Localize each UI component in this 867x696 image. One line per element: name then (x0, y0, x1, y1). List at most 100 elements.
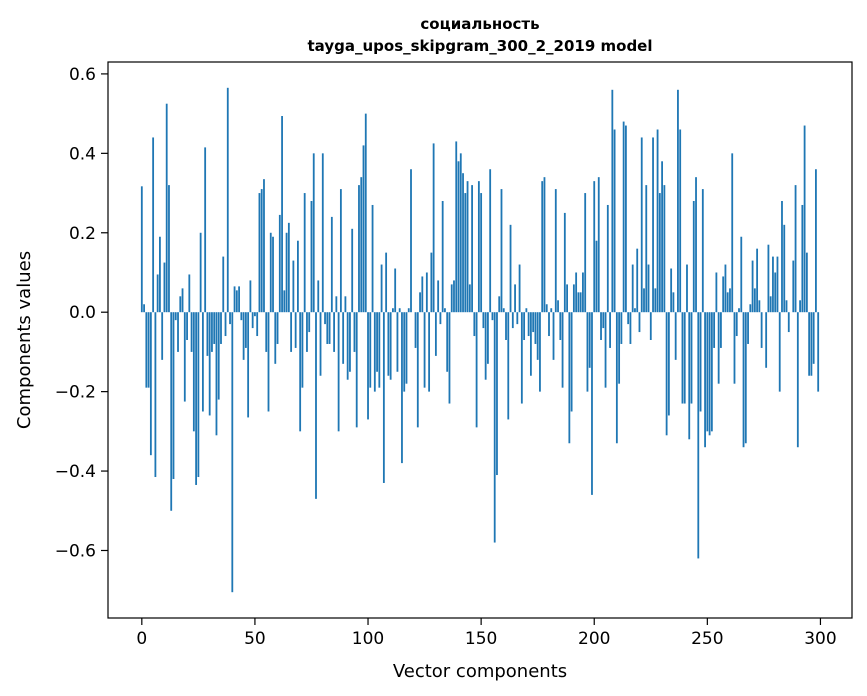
bar (636, 248, 639, 313)
bar (812, 312, 815, 364)
bar (330, 216, 333, 313)
bar (145, 312, 148, 388)
bar (697, 312, 700, 559)
bar (667, 312, 670, 416)
chart-title-line1: социальность (420, 15, 539, 33)
x-tick-label: 50 (244, 629, 266, 649)
bar (772, 256, 774, 313)
bar (713, 312, 716, 348)
bar (600, 312, 602, 340)
bar (507, 312, 510, 420)
bar (421, 276, 424, 313)
bar (294, 312, 297, 348)
bar (738, 308, 740, 313)
bar (333, 312, 335, 352)
bar (640, 137, 643, 313)
bar (183, 312, 186, 402)
bar (233, 286, 236, 313)
bar (482, 312, 485, 329)
bar (344, 296, 347, 313)
bar (701, 189, 704, 313)
bar (783, 224, 786, 313)
bar (369, 312, 372, 388)
bar (188, 274, 191, 313)
bar (312, 153, 315, 313)
bar (462, 173, 464, 313)
bar (217, 312, 220, 400)
bar (143, 304, 145, 313)
bar (615, 312, 618, 444)
bar (751, 260, 754, 313)
bar (267, 312, 270, 412)
bar (197, 312, 200, 478)
x-tick-label: 0 (136, 629, 147, 649)
bar (362, 145, 365, 313)
bar (455, 141, 458, 313)
bar (446, 312, 449, 372)
bar (665, 312, 668, 436)
bar (778, 312, 781, 392)
bar (726, 292, 729, 313)
bar (591, 312, 593, 495)
bar (450, 284, 453, 313)
bar (720, 312, 722, 348)
bar (380, 264, 383, 313)
bar (679, 129, 682, 313)
x-tick-label: 250 (691, 629, 723, 649)
bar (423, 312, 426, 388)
bar (398, 308, 401, 313)
bar (281, 116, 283, 313)
bar (518, 264, 521, 313)
bar (729, 288, 731, 313)
bar (163, 262, 166, 313)
bar (441, 201, 444, 313)
bar (204, 147, 207, 313)
bar (733, 312, 736, 384)
bar (799, 300, 801, 313)
plot-frame (107, 61, 853, 619)
y-tick-label: 0.2 (69, 224, 96, 244)
bar (416, 312, 419, 428)
bar (222, 256, 225, 313)
bar (439, 312, 442, 325)
bar (654, 288, 657, 313)
bar (744, 312, 747, 444)
bar (444, 308, 446, 313)
bar (677, 89, 679, 313)
bar (161, 312, 164, 360)
bar (480, 193, 483, 313)
bar (566, 284, 568, 313)
bar (529, 312, 532, 376)
bar (776, 256, 779, 313)
bar (414, 312, 417, 348)
x-axis-label: Vector components (393, 661, 567, 682)
bar (387, 312, 390, 376)
bar (704, 312, 706, 448)
bar (756, 248, 759, 313)
bar (256, 312, 259, 337)
bar (509, 224, 512, 313)
bar (695, 177, 697, 313)
bar (686, 264, 688, 313)
bar (584, 193, 587, 313)
bar (306, 312, 308, 352)
bar (643, 288, 645, 313)
bar (604, 312, 607, 388)
bar (582, 272, 584, 313)
bar (156, 274, 159, 313)
bar (226, 87, 229, 313)
bar (428, 312, 431, 392)
bar (577, 292, 580, 313)
bar (706, 312, 709, 432)
bar (360, 177, 363, 313)
bar (254, 312, 256, 317)
bar (523, 312, 526, 340)
bar (792, 260, 795, 313)
bar (498, 296, 501, 313)
bar (251, 312, 254, 329)
bar (609, 312, 611, 348)
bar (815, 169, 817, 313)
bar (649, 312, 652, 340)
bar (244, 312, 247, 348)
